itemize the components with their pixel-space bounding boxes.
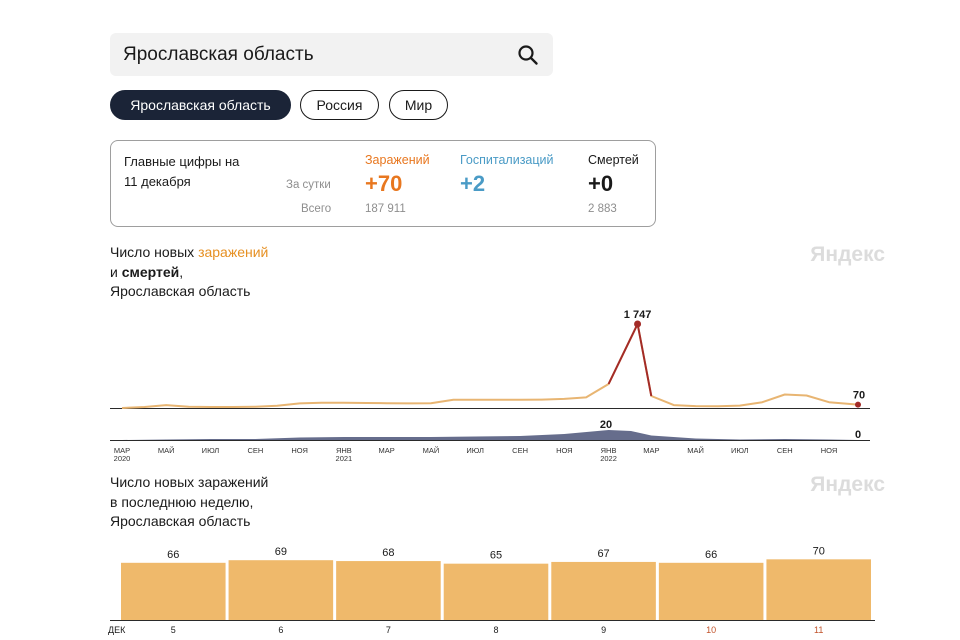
bar-value-label: 69 — [275, 546, 287, 558]
x-tick-label: СЕН — [248, 446, 264, 455]
x-tick-label: МАР — [114, 446, 130, 455]
deaths-area — [122, 430, 858, 440]
chart1-title-part1: Число новых — [110, 244, 199, 260]
chip-yaroslavl-region[interactable]: Ярославская область — [110, 90, 291, 120]
infections-last-point — [855, 401, 861, 408]
x-tick-label: СЕН — [512, 446, 528, 455]
bar-category-label: 9 — [601, 625, 606, 635]
x-tick-label: МАЙ — [423, 446, 440, 455]
bar-value-label: 68 — [382, 547, 394, 559]
bar-category-label: 6 — [278, 625, 283, 635]
bar-value-label: 67 — [597, 548, 609, 560]
x-tick-year-label: 2020 — [114, 454, 131, 463]
chip-world[interactable]: Мир — [389, 90, 448, 120]
x-tick-label: ЯНВ — [336, 446, 352, 455]
bar-category-label: 8 — [493, 625, 498, 635]
summary-title-line1: Главные цифры на — [124, 154, 240, 169]
chart1-title-highlight: заражений — [198, 244, 269, 260]
bar-category-label: 7 — [386, 625, 391, 635]
bar-category-label: 5 — [171, 625, 176, 635]
infections-peak-point — [634, 320, 642, 328]
bar — [658, 562, 764, 620]
infections-line — [121, 323, 859, 409]
bar-value-label: 65 — [490, 550, 502, 562]
chart2-title: Число новых заражений в последнюю неделю… — [110, 473, 268, 532]
bar-value-label: 70 — [813, 545, 825, 557]
summary-card: Главные цифры на 11 декабря За сутки Все… — [110, 140, 656, 227]
x-tick-label: НОЯ — [821, 446, 838, 455]
hospitalizations-label: Госпитализаций — [460, 153, 554, 167]
x-tick-label: МАЙ — [687, 446, 704, 455]
bar — [551, 561, 656, 620]
hospitalizations-day-value: +2 — [460, 171, 486, 196]
deaths-last-label: 0 — [855, 429, 861, 441]
search-input[interactable]: Ярославская область — [123, 44, 314, 65]
summary-title-line2: 11 декабря — [124, 174, 191, 189]
bar-category-label: 11 — [814, 625, 823, 635]
chart2-title-line1: Число новых заражений — [110, 474, 269, 490]
search-field[interactable]: Ярославская область — [110, 33, 553, 76]
x-tick-label: МАР — [643, 446, 659, 455]
yandex-watermark-1: Яндекс — [810, 243, 885, 266]
x-tick-label: МАЙ — [158, 446, 175, 455]
chart1-title-comma: , — [179, 263, 184, 280]
chart1-title-and: и — [110, 263, 122, 280]
infections-peak-label: 1 747 — [624, 309, 652, 321]
bar — [121, 562, 226, 620]
bar — [766, 559, 871, 620]
x-tick-year-label: 2022 — [600, 454, 617, 463]
infections-peak-segment — [607, 320, 653, 397]
search-icon[interactable] — [517, 44, 539, 66]
x-tick-label: ЯНВ — [601, 446, 617, 455]
x-tick-label: ИЮЛ — [466, 446, 484, 455]
x-tick-label: СЕН — [777, 446, 793, 455]
x-tick-label: НОЯ — [556, 446, 573, 455]
row-total-label: Всего — [301, 203, 332, 215]
chip-russia[interactable]: Россия — [300, 90, 379, 120]
x-tick-year-label: 2021 — [336, 454, 353, 463]
x-tick-label: НОЯ — [291, 446, 308, 455]
x-tick-label: МАР — [379, 446, 395, 455]
infections-day-value: +70 — [365, 171, 403, 196]
x-tick-label: ИЮЛ — [731, 446, 749, 455]
row-day-label: За сутки — [286, 179, 331, 191]
bar-value-label: 66 — [705, 549, 717, 561]
chart1-title-bold: смертей — [121, 263, 180, 280]
chart2-title-line3: Ярославская область — [110, 513, 251, 529]
month-label: ДЕК — [108, 625, 126, 635]
chart1-title: Число новых заражений и смертей, Ярослав… — [110, 243, 268, 302]
chart2-title-line2: в последнюю неделю, — [110, 493, 254, 510]
deaths-total-value: 2 883 — [588, 203, 617, 215]
deaths-day-value: +0 — [588, 171, 614, 196]
bar-value-label: 66 — [167, 549, 179, 561]
yandex-watermark-2: Яндекс — [810, 473, 885, 496]
infections-total-value: 187 911 — [365, 203, 406, 215]
bar — [443, 563, 549, 620]
bar — [228, 560, 334, 620]
infections-last-label: 70 — [853, 390, 865, 402]
chart1-title-region: Ярославская область — [110, 283, 251, 299]
bar-category-label: 10 — [706, 625, 716, 635]
bar — [336, 561, 441, 620]
weekly-infections-bar-chart: 66 5 69 6 68 7 65 8 67 9 66 10 70 11 ДЕК — [108, 545, 875, 635]
infections-label: Заражений — [365, 153, 430, 167]
deaths-label: Смертей — [588, 153, 639, 167]
deaths-peak-label: 20 — [600, 419, 612, 431]
x-tick-label: ИЮЛ — [202, 446, 220, 455]
